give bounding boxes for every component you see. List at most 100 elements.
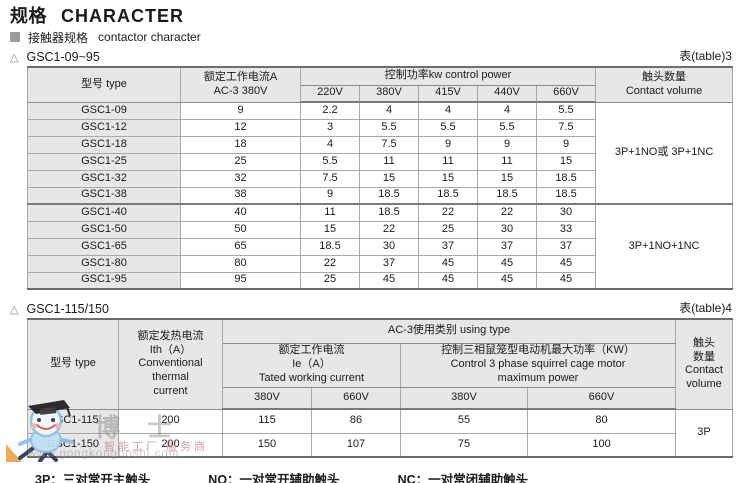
col-header-thermal-current: 额定发热电流 Ith（A） Conventional thermal curre… xyxy=(118,318,223,410)
cell-rated: 65 xyxy=(180,237,301,256)
cell-rated: 32 xyxy=(180,169,301,188)
table-row: GSC1-18 18 4 7.5 9 9 9 xyxy=(27,135,733,154)
cell-model: GSC1-38 xyxy=(27,186,181,205)
cell-220v: 25 xyxy=(300,271,360,290)
cell-380v: 18.5 xyxy=(359,186,419,205)
cell-660v: 9 xyxy=(535,135,597,154)
cell-440v: 11 xyxy=(477,152,537,171)
section1-heading-text: GSC1-09~95 xyxy=(26,50,100,64)
table-row: GSC1-115 200 115 86 55 80 3P xyxy=(27,408,734,458)
col-header-working-current: 额定工作电流 Ie（A） Tated working current xyxy=(222,342,401,388)
subtitle-zh: 接触器规格 xyxy=(28,30,89,45)
cell-220v: 4 xyxy=(300,135,360,154)
cell-415v: 9 xyxy=(418,135,478,154)
table-row: GSC1-80 80 22 37 45 45 45 xyxy=(27,254,733,273)
cell-model: GSC1-95 xyxy=(27,271,181,290)
col-header-kw-660v: 660V xyxy=(526,386,677,410)
table4-label: 表(table)4 xyxy=(679,301,732,315)
cell-415v: 11 xyxy=(418,152,478,171)
cell-220v: 18.5 xyxy=(300,237,360,256)
cell-model: GSC1-25 xyxy=(27,152,181,171)
table-row: GSC1-50 50 15 22 25 30 33 xyxy=(27,220,733,239)
cell-380v: 22 xyxy=(359,220,419,239)
cell-220v: 7.5 xyxy=(300,169,360,188)
footer-note-3p: 3P：三对常开主触头 xyxy=(35,473,151,483)
cell-380v: 45 xyxy=(359,271,419,290)
col-header-ac3-using-type: AC-3使用类别 using type xyxy=(221,318,677,344)
col-header-kw-380v: 380V xyxy=(400,386,528,410)
cell-kw-660v: 100 xyxy=(526,432,677,458)
cell-380v: 11 xyxy=(359,152,419,171)
page-title-zh: 规格 xyxy=(10,6,47,26)
cell-kw-380v: 55 xyxy=(400,408,528,434)
cell-660v: 7.5 xyxy=(535,118,597,137)
cell-380v: 30 xyxy=(359,237,419,256)
cell-380v: 5.5 xyxy=(359,118,419,137)
subtitle-row: 接触器规格 contactor character xyxy=(10,30,750,45)
col-header-type: 型号 type xyxy=(27,66,181,103)
cell-kw-380v: 75 xyxy=(400,432,528,458)
cell-415v: 4 xyxy=(418,101,478,120)
cell-220v: 11 xyxy=(300,203,360,222)
cell-ie-660v: 107 xyxy=(311,432,401,458)
cell-660v: 33 xyxy=(535,220,597,239)
cell-415v: 15 xyxy=(418,169,478,188)
cell-model: GSC1-32 xyxy=(27,169,181,188)
footer-note-nc: NC：一对常闭辅助触头 xyxy=(397,473,529,483)
cell-rated: 95 xyxy=(180,271,301,290)
cell-rated: 9 xyxy=(180,101,301,120)
page-title: 规格 CHARACTER xyxy=(10,6,750,26)
col-header-voltage-660v: 660V xyxy=(535,84,597,103)
cell-380v: 37 xyxy=(359,254,419,273)
cell-415v: 18.5 xyxy=(418,186,478,205)
col-header-contact-volume: 触头数量 Contact volume xyxy=(595,66,734,103)
cell-415v: 45 xyxy=(418,254,478,273)
page-title-en: CHARACTER xyxy=(61,6,184,26)
cell-ie-660v: 86 xyxy=(311,408,401,434)
subtitle-en: contactor character xyxy=(98,30,201,44)
cell-660v: 15 xyxy=(535,152,597,171)
footer-note-no: NO：一对常开辅助触头 xyxy=(208,473,340,483)
cell-440v: 18.5 xyxy=(477,186,537,205)
cell-rated: 25 xyxy=(180,152,301,171)
table-row: GSC1-12 12 3 5.5 5.5 5.5 7.5 xyxy=(27,118,733,137)
cell-model: GSC1-50 xyxy=(27,220,181,239)
cell-380v: 15 xyxy=(359,169,419,188)
cell-415v: 25 xyxy=(418,220,478,239)
cell-model: GSC1-09 xyxy=(27,101,181,120)
cell-model: GSC1-115 xyxy=(27,408,119,434)
cell-220v: 2.2 xyxy=(300,101,360,120)
col-header-voltage-380v: 380V xyxy=(359,84,419,103)
section1-heading: △ GSC1-09~95 xyxy=(10,50,100,64)
col-header-ie-380v: 380V xyxy=(222,386,312,410)
col-header-rated-current: 额定工作电流A AC-3 380V xyxy=(180,66,301,103)
cell-440v: 37 xyxy=(477,237,537,256)
cell-415v: 45 xyxy=(418,271,478,290)
cell-ith: 200 xyxy=(118,432,223,458)
cell-220v: 22 xyxy=(300,254,360,273)
cell-380v: 4 xyxy=(359,101,419,120)
cell-kw-660v: 80 xyxy=(526,408,677,434)
cell-440v: 9 xyxy=(477,135,537,154)
col-header-voltage-220v: 220V xyxy=(300,84,360,103)
cell-440v: 45 xyxy=(477,254,537,273)
cell-model: GSC1-40 xyxy=(27,203,181,222)
cell-440v: 45 xyxy=(477,271,537,290)
cell-220v: 15 xyxy=(300,220,360,239)
cell-rated: 18 xyxy=(180,135,301,154)
cell-220v: 5.5 xyxy=(300,152,360,171)
cell-rated: 40 xyxy=(180,203,301,222)
table-row: GSC1-09 9 2.2 4 4 4 5.5 3P+1NO或 3P+1NC xyxy=(27,101,734,205)
cell-contact-group2: 3P+1NO+1NC xyxy=(595,203,734,290)
cell-440v: 15 xyxy=(477,169,537,188)
cell-ie-380v: 150 xyxy=(222,432,312,458)
col-header-type: 型号 type xyxy=(27,318,119,410)
cell-contact-group1: 3P+1NO或 3P+1NC xyxy=(595,101,734,205)
cell-rated: 38 xyxy=(180,186,301,205)
footer-note: 3P：三对常开主触头 NO：一对常开辅助触头 NC：一对常闭辅助触头 xyxy=(35,469,750,483)
col-header-control-power: 控制功率kw control power xyxy=(299,66,597,86)
col-header-contact-volume: 触头 数量 Contact volume xyxy=(675,318,734,410)
section1-heading-row: △ GSC1-09~95 表(table)3 xyxy=(10,48,732,64)
cell-660v: 5.5 xyxy=(535,101,597,120)
